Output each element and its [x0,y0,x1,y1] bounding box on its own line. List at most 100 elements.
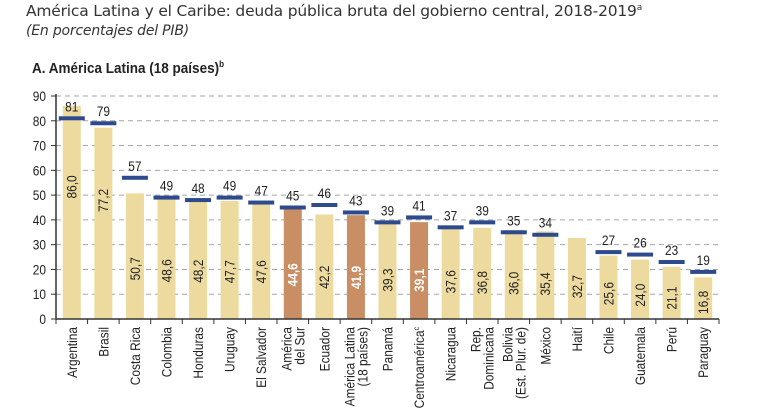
x-category-label: Ecuador [316,326,332,371]
marker-value-label: 57 [128,158,141,174]
x-category-label: (Est. Plur. de) [512,327,528,399]
marker-value-label: 35 [507,212,520,228]
x-category-label: del Sur [291,326,307,364]
marker-value-label: 41 [412,197,425,213]
x-category-label: El Salvador [253,326,269,387]
y-tick-label: 10 [33,286,46,302]
bar-2019 [599,255,618,319]
y-tick-label: 20 [33,262,46,278]
bar-value-label: 86,0 [64,175,80,198]
bar-2019 [125,193,144,319]
bar-value-label: 32,7 [569,275,585,298]
x-category-label: América Latina [341,326,357,406]
x-category-label: Rep. [468,327,484,352]
marker-2018 [216,195,243,200]
bar-2019 [252,201,271,319]
bar-value-label: 36,0 [506,272,522,295]
bar-value-label: 50,7 [127,257,143,280]
bar-2019 [378,221,397,319]
marker-value-label: 26 [633,235,646,251]
x-category-label: Colombia [159,326,175,377]
bar-value-label: 21,1 [664,287,680,310]
bar-2019 [94,127,113,320]
bar-value-label: 24,0 [632,284,648,307]
y-tick-label: 0 [39,311,46,327]
bar-2019 [410,222,429,319]
bar-2019 [662,266,681,319]
bar-value-label: 37,6 [443,270,459,293]
marker-value-label: 81 [65,98,78,114]
x-category-label: (18 países) [354,327,370,387]
bar-value-label: 48,6 [158,259,174,282]
bar-value-label: 42,2 [316,266,332,289]
bar-value-label: 44,6 [285,263,301,286]
bar-value-label: 77,2 [95,189,111,212]
marker-value-label: 45 [286,188,299,204]
marker-value-label: 37 [444,207,457,223]
bar-value-label: 39,3 [379,268,395,291]
x-category-label: Paraguay [695,327,711,378]
marker-2018 [279,205,306,210]
bar-2019 [441,225,460,319]
x-category-label: Nicaragua [443,326,459,381]
bar-2019 [283,208,302,319]
bar-value-label: 16,8 [695,291,711,314]
x-category-label: Argentina [64,326,80,378]
category-footnote: c [412,327,422,331]
bar-2019 [694,277,713,319]
marker-value-label: 46 [318,185,331,201]
marker-2018 [374,220,401,225]
chart-title: América Latina y el Caribe: deuda públic… [26,2,643,20]
marker-2018 [437,225,464,230]
marker-value-label: 49 [160,178,173,194]
x-category-label: Perú [664,327,680,352]
marker-value-label: 19 [697,252,710,268]
marker-2018 [532,232,559,237]
x-category-label: América [278,326,294,370]
x-category-label: Uruguay [222,327,238,372]
panel-title: A. América Latina (18 países)b [32,59,225,77]
bar-2019 [504,229,523,319]
marker-2018 [500,230,527,235]
marker-2018 [658,260,685,265]
marker-value-label: 79 [97,103,110,119]
marker-value-label: 27 [602,232,615,248]
x-category-label: Guatemala [632,326,648,385]
bar-2019 [189,199,208,319]
bar-2019 [315,214,334,319]
x-category-label: Honduras [190,327,206,379]
bar-value-label: 48,2 [190,260,206,283]
bar-2019 [346,215,365,319]
marker-2018 [311,203,338,208]
bar-value-label: 47,6 [253,260,269,283]
marker-2018 [595,250,622,255]
marker-2018 [690,269,717,274]
title-footnote: a [636,2,643,13]
bar-2019 [567,237,586,319]
chart-subtitle: (En porcentajes del PIB) [26,23,190,39]
bar-2019 [631,259,650,319]
marker-2018 [627,252,654,257]
x-category-label: Haití [569,327,585,352]
bar-value-label: 36,8 [474,271,490,294]
marker-2018 [406,215,433,220]
marker-value-label: 23 [665,242,678,258]
y-tick-label: 60 [33,162,46,178]
bar-value-label: 35,4 [537,272,553,295]
y-tick-label: 40 [33,212,46,228]
y-tick-label: 90 [33,88,46,104]
x-category-label: Costa Rica [127,326,143,385]
y-tick-label: 30 [33,237,46,253]
marker-2018 [469,220,496,225]
marker-2018 [342,210,369,215]
bar-value-label: 25,6 [600,282,616,305]
marker-value-label: 39 [381,202,394,218]
bar-value-label: 39,1 [411,269,427,292]
x-category-label: Dominicana [481,326,497,390]
x-category-label: Chile [601,327,617,354]
marker-value-label: 39 [476,202,489,218]
y-tick-label: 80 [33,113,46,129]
bar-value-label: 41,9 [348,266,364,289]
bar-2019 [473,227,492,319]
marker-2018 [121,175,148,180]
